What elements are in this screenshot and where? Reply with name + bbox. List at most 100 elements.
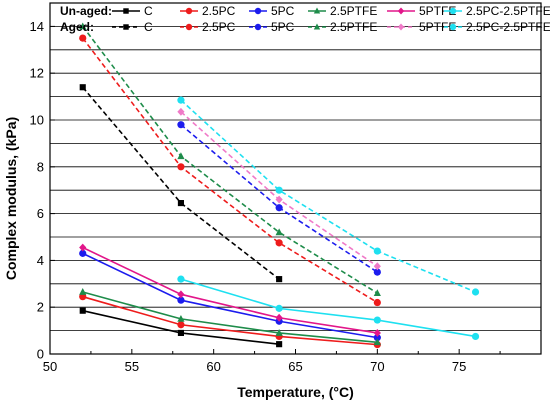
data-point <box>79 249 87 257</box>
data-point <box>449 23 457 31</box>
y-tick-label: 6 <box>37 206 44 221</box>
series-line <box>82 252 378 339</box>
x-tick-label: 70 <box>370 359 384 374</box>
legend-entry-label: 2.5PC-2.5PTFE <box>466 20 550 34</box>
data-point <box>79 288 87 295</box>
x-tick-label: 75 <box>452 359 466 374</box>
legend-group-label: Aged: <box>60 20 94 34</box>
series-line <box>82 37 378 304</box>
data-point <box>177 329 184 336</box>
data-point <box>275 239 283 247</box>
series-aged-c <box>79 84 283 283</box>
series-aged-5pc <box>177 121 381 276</box>
series-line <box>82 86 280 280</box>
data-point <box>275 328 283 336</box>
series-line <box>82 295 378 346</box>
series-un-aged-5pc <box>79 249 381 342</box>
data-point <box>313 23 321 30</box>
series-aged-2.5pc-2.5ptfe <box>177 96 480 296</box>
legend-entry-label: 2.5PTFE <box>330 20 377 34</box>
data-point <box>471 332 480 341</box>
data-point <box>373 298 381 307</box>
y-tick-label: 14 <box>30 19 44 34</box>
legend-group-label: Un-aged: <box>60 4 112 18</box>
y-axis-title: Complex modulus, (kPa) <box>3 117 19 280</box>
legend-entry-label: C <box>144 20 153 34</box>
legend-entry-label: 5PTFE <box>419 4 456 18</box>
y-tick-label: 12 <box>30 66 44 81</box>
legend-entry-label: 5PTFE <box>419 20 456 34</box>
data-point <box>471 288 480 296</box>
x-tick-label: 65 <box>288 359 302 374</box>
data-point <box>123 8 129 14</box>
plot-frame <box>49 2 542 355</box>
legend-entry-label: 2.5PTFE <box>330 4 377 18</box>
x-tick-label: 60 <box>206 359 220 374</box>
x-axis-title: Temperature, (°C) <box>237 384 354 400</box>
y-tick-label: 2 <box>37 300 44 315</box>
data-point <box>373 289 381 297</box>
series-un-aged-2.5pc-2.5ptfe <box>177 275 480 341</box>
data-point <box>123 24 129 30</box>
data-point <box>177 200 184 207</box>
legend-entry-label: C <box>144 4 153 18</box>
data-point <box>275 195 283 204</box>
y-tick-label: 0 <box>37 347 44 362</box>
data-point <box>177 321 185 329</box>
series-un-aged-2.5ptfe <box>79 288 381 346</box>
data-point <box>397 23 405 31</box>
y-tick-label: 10 <box>30 113 44 128</box>
data-series <box>79 22 480 349</box>
series-aged-2.5pc <box>79 34 381 307</box>
series-line <box>82 291 378 344</box>
legend-entry-label: 2.5PC-2.5PTFE <box>466 4 550 18</box>
data-point <box>373 334 381 342</box>
data-point <box>373 328 381 337</box>
data-point <box>254 7 262 15</box>
data-point <box>276 276 283 283</box>
series-line <box>82 246 378 334</box>
data-point <box>275 313 283 322</box>
legend-entry-label: 2.5PC <box>202 4 236 18</box>
data-point <box>276 341 283 348</box>
series-line <box>82 25 378 294</box>
data-point <box>373 338 381 346</box>
series-un-aged-5ptfe <box>79 243 381 337</box>
series-un-aged-c <box>79 307 283 348</box>
series-line <box>180 278 476 338</box>
legend-entry-label: 5PC <box>271 4 295 18</box>
data-point <box>275 204 283 212</box>
data-point <box>177 152 185 160</box>
x-tick-label: 55 <box>125 359 139 374</box>
data-point <box>185 23 193 31</box>
x-tick-label: 50 <box>43 359 57 374</box>
axes: 50 55 60 65 70 75 0 2 4 6 8 10 12 14 <box>30 2 542 374</box>
data-point <box>275 186 283 194</box>
data-point <box>373 262 381 271</box>
data-point <box>79 307 86 314</box>
data-point <box>254 23 262 31</box>
series-aged-2.5ptfe <box>79 22 381 297</box>
data-point <box>275 228 283 236</box>
data-point <box>275 304 283 312</box>
y-tick-label: 8 <box>37 159 44 174</box>
series-aged-5ptfe <box>177 107 381 271</box>
data-point <box>177 107 185 116</box>
data-point <box>373 316 381 324</box>
series-line <box>180 99 476 293</box>
data-point <box>177 296 185 304</box>
data-point <box>177 314 185 322</box>
data-point <box>449 7 457 15</box>
legend-entry-label: 2.5PC <box>202 20 236 34</box>
data-point <box>185 7 193 15</box>
grid-lines <box>50 25 541 332</box>
data-point <box>177 96 185 104</box>
data-point <box>177 121 185 129</box>
data-point <box>79 34 87 42</box>
y-tick-label: 4 <box>37 253 44 268</box>
data-point <box>79 84 86 91</box>
data-point <box>79 243 87 252</box>
data-point <box>177 275 185 283</box>
legend: Un-aged: C 2.5PC 5PC 2.5PTFE 5PTFE 2.5PC-2.5PT… <box>60 4 550 34</box>
data-point <box>177 163 185 171</box>
